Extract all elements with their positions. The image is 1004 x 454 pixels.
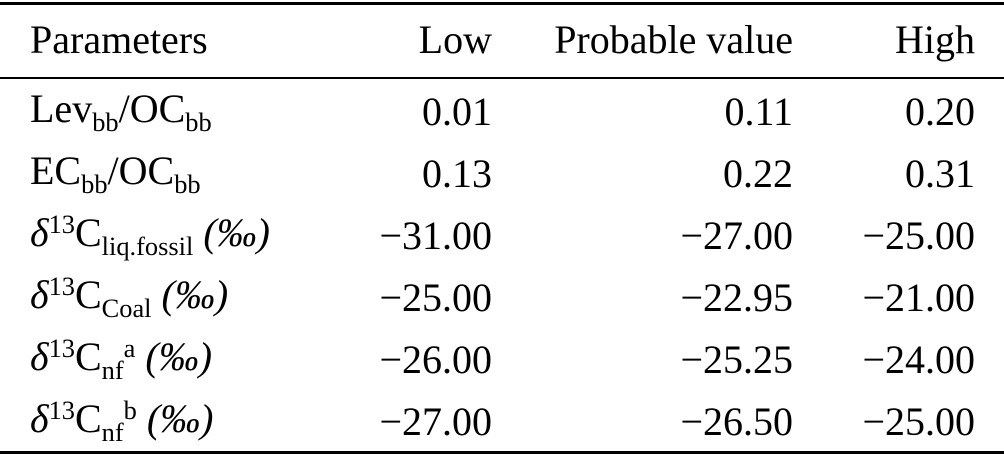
probable-value: 0.11	[724, 88, 793, 134]
column-header-low: Low	[320, 3, 492, 79]
table-row: ECbb/OCbb 0.13 0.22 0.31	[0, 141, 1004, 203]
superscript-text: a	[123, 332, 136, 363]
low-value: 0.13	[422, 150, 492, 196]
table-row: δ13Cliq.fossil (‰) −31.00 −27.00 −25.00	[0, 203, 1004, 265]
low-value: 0.01	[422, 88, 492, 134]
table-row: δ13Cnfa (‰) −26.00 −25.25 −24.00	[0, 327, 1004, 389]
probable-value: −22.95	[680, 274, 793, 320]
subscript-text: bb	[174, 168, 201, 199]
parameter-label: δ13Cnfa (‰)	[0, 327, 320, 389]
subscript-text: bb	[185, 106, 212, 137]
table-header: Parameters Low Probable value High	[0, 3, 1004, 79]
italic-text: (‰)	[135, 334, 213, 379]
subscript-text: liq.fossil	[101, 230, 194, 261]
parameter-label: Levbb/OCbb	[0, 78, 320, 141]
italic-text: δ	[30, 334, 49, 379]
parameter-label: δ13CCoal (‰)	[0, 265, 320, 327]
subscript-text: bb	[81, 168, 108, 199]
low-value: −26.00	[379, 336, 492, 382]
label-text: Lev	[30, 86, 93, 131]
high-value: −25.00	[862, 398, 975, 444]
subscript-text: nf	[101, 354, 124, 385]
label-text: C	[74, 396, 102, 441]
low-value: −31.00	[379, 212, 492, 258]
column-header-probable-value: Probable value	[492, 3, 793, 79]
parameter-label: δ13Cliq.fossil (‰)	[0, 203, 320, 265]
table-row: δ13Cnfb (‰) −27.00 −26.50 −25.00	[0, 389, 1004, 453]
superscript-text: 13	[48, 332, 75, 363]
label-text: EC	[30, 148, 82, 193]
low-value: −25.00	[379, 274, 492, 320]
label-text: /OC	[107, 148, 175, 193]
probable-value: −27.00	[680, 212, 793, 258]
header-row: Parameters Low Probable value High	[0, 3, 1004, 79]
high-value: 0.31	[905, 150, 975, 196]
italic-text: δ	[30, 210, 49, 255]
column-header-high: High	[793, 3, 1004, 79]
table-row: δ13CCoal (‰) −25.00 −22.95 −21.00	[0, 265, 1004, 327]
subscript-text: Coal	[101, 292, 152, 323]
probable-value: −25.25	[680, 336, 793, 382]
label-text: /OC	[118, 86, 186, 131]
probable-value: −26.50	[680, 398, 793, 444]
italic-text: δ	[30, 396, 49, 441]
high-value: −25.00	[862, 212, 975, 258]
italic-text: δ	[30, 272, 49, 317]
probable-value: 0.22	[723, 150, 793, 196]
parameter-label: δ13Cnfb (‰)	[0, 389, 320, 453]
low-value: −27.00	[379, 398, 492, 444]
subscript-text: nf	[101, 416, 124, 447]
high-value: −24.00	[862, 336, 975, 382]
high-value: −21.00	[862, 274, 975, 320]
superscript-text: 13	[48, 208, 75, 239]
label-text: C	[74, 210, 102, 255]
table-body: Levbb/OCbb 0.01 0.11 0.20 ECbb/OCbb 0.13…	[0, 78, 1004, 453]
italic-text: (‰)	[151, 272, 229, 317]
italic-text: (‰)	[136, 396, 214, 441]
superscript-text: 13	[48, 270, 75, 301]
parameter-label: ECbb/OCbb	[0, 141, 320, 203]
high-value: 0.20	[905, 88, 975, 134]
column-header-parameters: Parameters	[0, 3, 320, 79]
label-text: C	[74, 334, 102, 379]
superscript-text: b	[123, 394, 137, 425]
subscript-text: bb	[92, 106, 119, 137]
superscript-text: 13	[48, 394, 75, 425]
table-row: Levbb/OCbb 0.01 0.11 0.20	[0, 78, 1004, 141]
label-text: C	[74, 272, 102, 317]
italic-text: (‰)	[193, 210, 270, 255]
